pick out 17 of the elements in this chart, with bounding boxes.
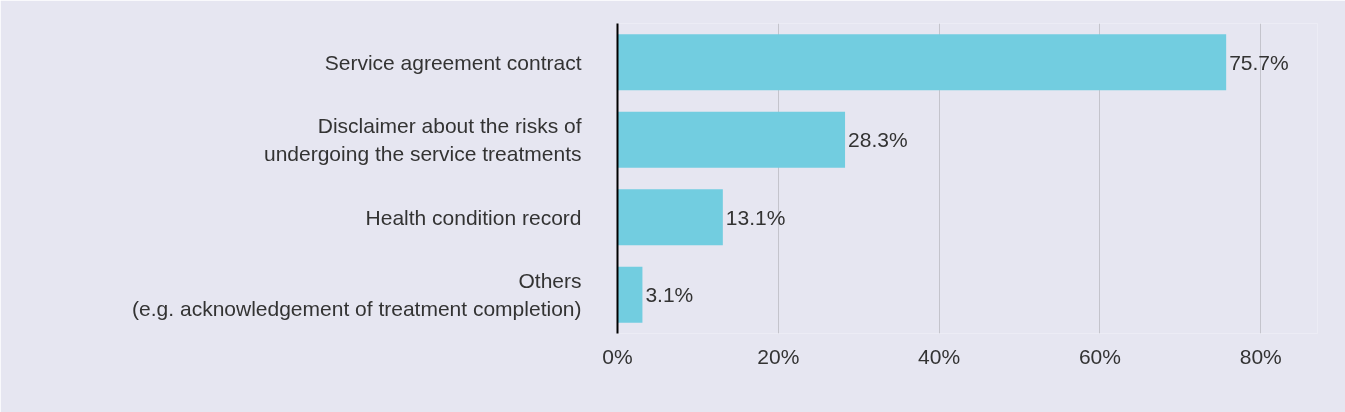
bar (617, 34, 1227, 91)
data-label: 28.3% (848, 128, 908, 152)
bar (617, 111, 846, 168)
data-label: 13.1% (725, 205, 786, 229)
x-tick-label: 40% (918, 344, 961, 368)
bar (617, 266, 643, 323)
bar (617, 189, 723, 246)
y-tick-label: Disclaimer about the risks of undergoing the service treatments (263, 114, 582, 166)
x-tick-label: 80% (1239, 344, 1282, 368)
x-tick-label: 20% (757, 344, 800, 368)
y-tick-label: Others (e.g. acknowledgement of treatment completion) (132, 269, 582, 321)
x-tick-label: 60% (1078, 344, 1121, 368)
y-tick-label: Health condition record (365, 205, 582, 229)
y-tick-label: Service agreement contract (324, 50, 582, 74)
x-tick-label: 0% (602, 344, 633, 368)
data-label: 75.7% (1229, 50, 1289, 74)
data-label: 3.1% (645, 283, 694, 307)
